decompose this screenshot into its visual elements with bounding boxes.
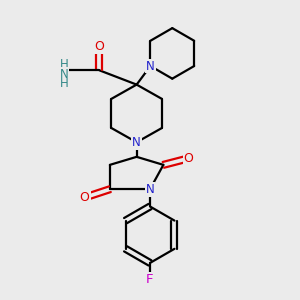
Text: N: N	[59, 68, 68, 81]
Text: O: O	[184, 152, 194, 165]
Text: N: N	[146, 59, 155, 73]
Text: N: N	[132, 136, 141, 149]
Text: O: O	[80, 191, 89, 204]
Text: F: F	[146, 273, 154, 286]
Text: O: O	[94, 40, 104, 53]
Text: N: N	[146, 183, 154, 196]
Text: H: H	[59, 77, 68, 90]
Text: H: H	[59, 58, 68, 71]
